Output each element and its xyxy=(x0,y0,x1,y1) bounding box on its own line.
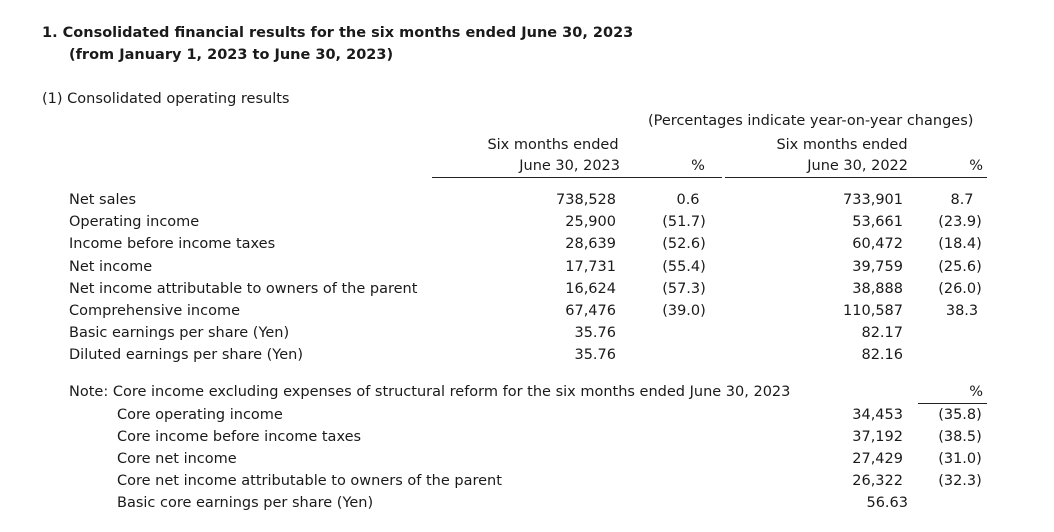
prior-value: 82.17 xyxy=(861,325,903,341)
section-title: 1. Consolidated financial results for th… xyxy=(42,25,634,41)
prior-pct: (23.9) xyxy=(938,214,982,230)
note-pct-header: % xyxy=(969,384,983,400)
core-pct: (32.3) xyxy=(938,473,982,489)
current-pct: (51.7) xyxy=(662,214,706,230)
prior-period-header-line2: June 30, 2022 xyxy=(807,158,908,174)
prior-value: 110,587 xyxy=(843,303,903,319)
current-value: 67,476 xyxy=(565,303,616,319)
core-pct: (31.0) xyxy=(938,451,982,467)
current-pct: (57.3) xyxy=(662,281,706,297)
current-value: 17,731 xyxy=(565,259,616,275)
row-label: Net income attributable to owners of the… xyxy=(69,281,418,297)
current-header-rule xyxy=(432,177,722,178)
subsection-title: (1) Consolidated operating results xyxy=(42,91,290,107)
core-value: 37,192 xyxy=(852,429,903,445)
current-pct: (52.6) xyxy=(662,236,706,252)
core-pct: (38.5) xyxy=(938,429,982,445)
core-row-label: Core net income xyxy=(117,451,237,467)
section-period: (from January 1, 2023 to June 30, 2023) xyxy=(69,47,394,63)
prior-period-header-line1: Six months ended xyxy=(776,137,908,153)
prior-pct: 38.3 xyxy=(945,303,979,319)
row-label: Operating income xyxy=(69,214,200,230)
current-value: 738,528 xyxy=(556,192,616,208)
row-label: Net sales xyxy=(69,192,137,208)
current-period-header-line1: Six months ended xyxy=(487,137,619,153)
core-pct: (35.8) xyxy=(938,407,982,423)
core-value: 27,429 xyxy=(852,451,903,467)
prior-value: 39,759 xyxy=(852,259,903,275)
row-label: Basic earnings per share (Yen) xyxy=(69,325,290,341)
prior-header-rule xyxy=(725,177,987,178)
core-row-label: Core operating income xyxy=(117,407,283,423)
core-row-label: Core net income attributable to owners o… xyxy=(117,473,502,489)
prior-pct: (26.0) xyxy=(938,281,982,297)
current-value: 16,624 xyxy=(565,281,616,297)
current-pct-header: % xyxy=(691,158,705,174)
core-row-label: Basic core earnings per share (Yen) xyxy=(117,495,374,511)
prior-pct: (18.4) xyxy=(938,236,982,252)
prior-pct: (25.6) xyxy=(938,259,982,275)
row-label: Comprehensive income xyxy=(69,303,240,319)
current-value: 35.76 xyxy=(574,325,616,341)
prior-value: 82.16 xyxy=(861,347,903,363)
prior-pct: 8.7 xyxy=(950,192,974,208)
core-value: 26,322 xyxy=(852,473,903,489)
current-value: 28,639 xyxy=(565,236,616,252)
current-pct: 0.6 xyxy=(676,192,700,208)
percentage-note: (Percentages indicate year-on-year chang… xyxy=(648,113,974,129)
row-label: Net income xyxy=(69,259,153,275)
row-label: Income before income taxes xyxy=(69,236,276,252)
note-header-rule xyxy=(918,403,987,404)
prior-pct-header: % xyxy=(969,158,983,174)
core-row-label: Core income before income taxes xyxy=(117,429,362,445)
prior-value: 60,472 xyxy=(852,236,903,252)
core-value: 56.63 xyxy=(866,495,908,511)
current-period-header-line2: June 30, 2023 xyxy=(519,158,620,174)
row-label: Diluted earnings per share (Yen) xyxy=(69,347,303,363)
prior-value: 53,661 xyxy=(852,214,903,230)
prior-value: 38,888 xyxy=(852,281,903,297)
current-value: 35.76 xyxy=(574,347,616,363)
note-title: Note: Core income excluding expenses of … xyxy=(69,384,791,400)
core-value: 34,453 xyxy=(852,407,903,423)
current-pct: (39.0) xyxy=(662,303,706,319)
current-value: 25,900 xyxy=(565,214,616,230)
current-pct: (55.4) xyxy=(662,259,706,275)
prior-value: 733,901 xyxy=(843,192,903,208)
